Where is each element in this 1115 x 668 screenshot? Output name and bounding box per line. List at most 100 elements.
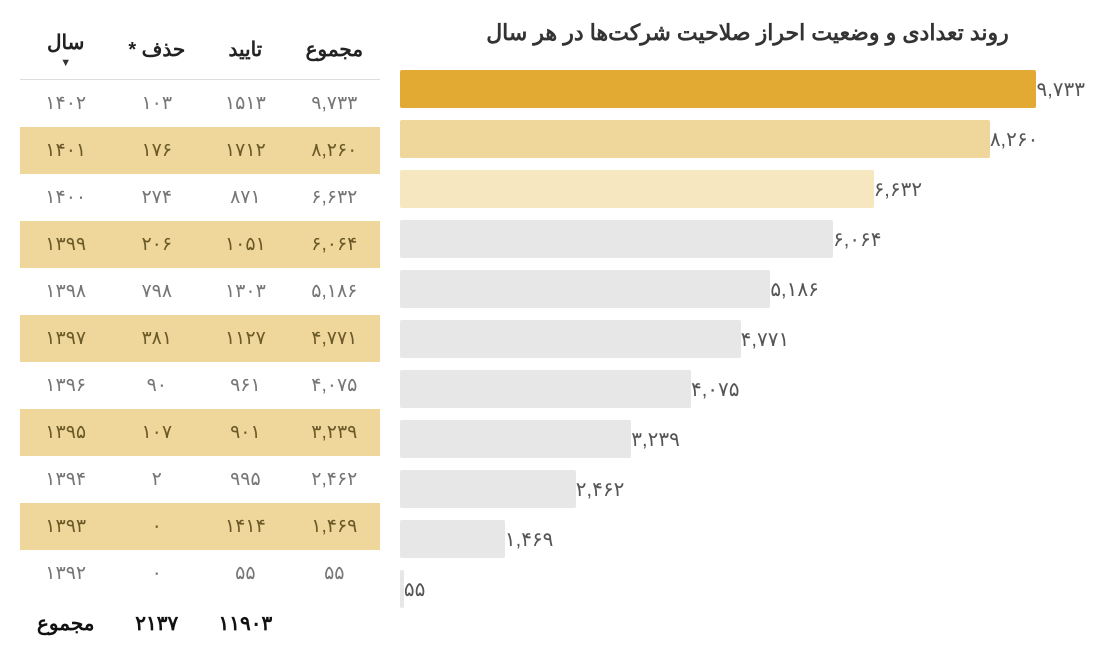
cell-remove: ۷۹۸ (111, 268, 202, 315)
bar-wrap: ۵۵ (400, 570, 1095, 608)
bar (400, 420, 631, 458)
col-remove[interactable]: حذف * (111, 20, 202, 80)
chart-row: ۲,۴۶۲ (400, 466, 1095, 512)
chart-row: ۴,۷۷۱ (400, 316, 1095, 362)
table-row: ۵,۱۸۶۱۳۰۳۷۹۸۱۳۹۸ (20, 268, 380, 315)
chart-row: ۸,۲۶۰ (400, 116, 1095, 162)
bar-wrap: ۶,۶۳۲ (400, 170, 1095, 208)
chart-row: ۵,۱۸۶ (400, 266, 1095, 312)
bar-label: ۸,۲۶۰ (990, 127, 1049, 152)
chart-row: ۵۵ (400, 566, 1095, 612)
cell-year: ۱۴۰۱ (20, 127, 111, 174)
cell-remove: ۰ (111, 503, 202, 550)
cell-approve: ۸۷۱ (202, 174, 288, 221)
cell-approve: ۹۶۱ (202, 362, 288, 409)
main-container: روند تعدادی و وضعیت احراز صلاحیت شرکت‌ها… (20, 20, 1095, 648)
cell-year: ۱۳۹۴ (20, 456, 111, 503)
cell-year: ۱۳۹۹ (20, 221, 111, 268)
bar-wrap: ۳,۲۳۹ (400, 420, 1095, 458)
cell-total: ۹,۷۳۳ (289, 80, 380, 128)
bar (400, 320, 741, 358)
cell-year: ۱۳۹۸ (20, 268, 111, 315)
bar-label: ۴,۰۷۵ (691, 377, 750, 402)
chart-row: ۳,۲۳۹ (400, 416, 1095, 462)
cell-approve: ۱۵۱۳ (202, 80, 288, 128)
footer-remove: ۲۱۳۷ (111, 597, 202, 648)
cell-total: ۲,۴۶۲ (289, 456, 380, 503)
cell-remove: ۱۷۶ (111, 127, 202, 174)
footer-total (289, 597, 380, 648)
table-row: ۶,۰۶۴۱۰۵۱۲۰۶۱۳۹۹ (20, 221, 380, 268)
chart-row: ۶,۰۶۴ (400, 216, 1095, 262)
data-table: مجموع تایید حذف * سال ۹,۷۳۳۱۵۱۳۱۰۳۱۴۰۲۸,… (20, 20, 380, 648)
cell-total: ۴,۷۷۱ (289, 315, 380, 362)
cell-remove: ۱۰۳ (111, 80, 202, 128)
bar (400, 570, 404, 608)
cell-total: ۶,۶۳۲ (289, 174, 380, 221)
bar-wrap: ۴,۷۷۱ (400, 320, 1095, 358)
cell-remove: ۲۰۶ (111, 221, 202, 268)
cell-year: ۱۳۹۶ (20, 362, 111, 409)
col-approve[interactable]: تایید (202, 20, 288, 80)
cell-approve: ۹۹۵ (202, 456, 288, 503)
bar (400, 120, 990, 158)
bar-label: ۱,۴۶۹ (505, 527, 564, 552)
table-row: ۹,۷۳۳۱۵۱۳۱۰۳۱۴۰۲ (20, 80, 380, 128)
bar-chart: ۹,۷۳۳ ۸,۲۶۰ ۶,۶۳۲ ۶,۰۶۴۵,۱۸۶ ۴,۷۷۱ ۴,۰۷۵۳,۲۳۹… (400, 66, 1095, 616)
cell-remove: ۱۰۷ (111, 409, 202, 456)
cell-total: ۵۵ (289, 550, 380, 597)
bar-label: ۳,۲۳۹ (631, 427, 690, 452)
cell-total: ۱,۴۶۹ (289, 503, 380, 550)
bar-wrap: ۹,۷۳۳ (400, 70, 1095, 108)
cell-year: ۱۳۹۲ (20, 550, 111, 597)
cell-year: ۱۳۹۷ (20, 315, 111, 362)
cell-year: ۱۴۰۰ (20, 174, 111, 221)
bar-wrap: ۴,۰۷۵ (400, 370, 1095, 408)
cell-approve: ۱۳۰۳ (202, 268, 288, 315)
col-year[interactable]: سال (20, 20, 111, 80)
cell-total: ۳,۲۳۹ (289, 409, 380, 456)
table-row: ۱,۴۶۹۱۴۱۴۰۱۳۹۳ (20, 503, 380, 550)
col-total[interactable]: مجموع (289, 20, 380, 80)
bar-label: ۹,۷۳۳ (1036, 77, 1095, 102)
table-row: ۵۵۵۵۰۱۳۹۲ (20, 550, 380, 597)
bar-label: ۵۵ (404, 577, 435, 602)
table-header-row: مجموع تایید حذف * سال (20, 20, 380, 80)
cell-total: ۶,۰۶۴ (289, 221, 380, 268)
table-row: ۳,۲۳۹۹۰۱۱۰۷۱۳۹۵ (20, 409, 380, 456)
table-row: ۶,۶۳۲۸۷۱۲۷۴۱۴۰۰ (20, 174, 380, 221)
bar-wrap: ۶,۰۶۴ (400, 220, 1095, 258)
cell-total: ۸,۲۶۰ (289, 127, 380, 174)
cell-year: ۱۴۰۲ (20, 80, 111, 128)
bar (400, 470, 576, 508)
cell-total: ۴,۰۷۵ (289, 362, 380, 409)
cell-remove: ۲۷۴ (111, 174, 202, 221)
bar (400, 220, 833, 258)
cell-year: ۱۳۹۳ (20, 503, 111, 550)
chart-section: روند تعدادی و وضعیت احراز صلاحیت شرکت‌ها… (400, 20, 1095, 648)
chart-row: ۹,۷۳۳ (400, 66, 1095, 112)
bar-label: ۵,۱۸۶ (770, 277, 829, 302)
table-row: ۴,۷۷۱۱۱۲۷۳۸۱۱۳۹۷ (20, 315, 380, 362)
cell-approve: ۱۷۱۲ (202, 127, 288, 174)
cell-remove: ۰ (111, 550, 202, 597)
bar (400, 70, 1036, 108)
bar (400, 270, 770, 308)
bar-label: ۴,۷۷۱ (741, 327, 800, 352)
cell-year: ۱۳۹۵ (20, 409, 111, 456)
chart-row: ۱,۴۶۹ (400, 516, 1095, 562)
table-row: ۴,۰۷۵۹۶۱۹۰۱۳۹۶ (20, 362, 380, 409)
bar-wrap: ۸,۲۶۰ (400, 120, 1095, 158)
cell-approve: ۵۵ (202, 550, 288, 597)
bar-label: ۶,۰۶۴ (833, 227, 892, 252)
cell-approve: ۱۰۵۱ (202, 221, 288, 268)
footer-year: مجموع (20, 597, 111, 648)
bar-wrap: ۵,۱۸۶ (400, 270, 1095, 308)
cell-approve: ۱۴۱۴ (202, 503, 288, 550)
bar-wrap: ۱,۴۶۹ (400, 520, 1095, 558)
cell-approve: ۹۰۱ (202, 409, 288, 456)
chart-row: ۶,۶۳۲ (400, 166, 1095, 212)
cell-remove: ۲ (111, 456, 202, 503)
bar (400, 370, 691, 408)
cell-total: ۵,۱۸۶ (289, 268, 380, 315)
